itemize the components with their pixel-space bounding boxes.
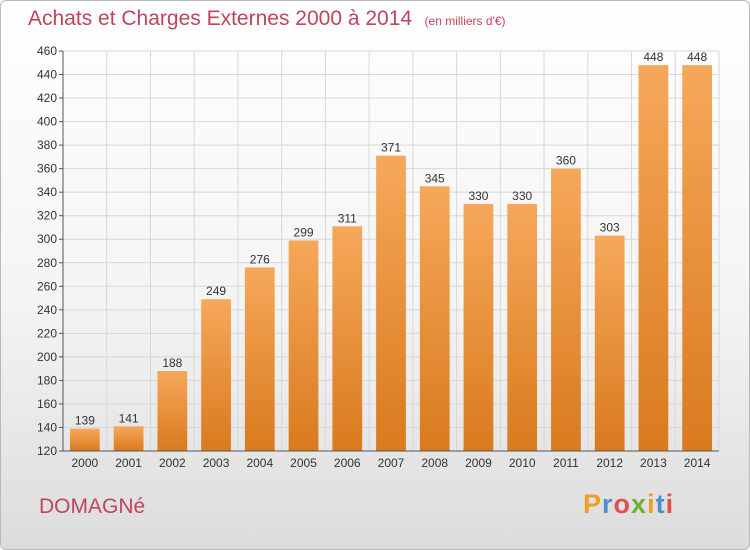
data-label: 276	[250, 252, 270, 266]
logo-letter: t	[655, 489, 666, 519]
y-tick-label: 360	[37, 162, 57, 176]
labels: 120 140 160 180 200 220 240 260 280 300 320 340 360 3…	[37, 44, 711, 470]
y-tick-label: 140	[37, 420, 57, 434]
chart-subtitle: (en milliers d'€)	[424, 14, 506, 28]
y-tick-label: 260	[37, 279, 57, 293]
x-tick-label: 2014	[684, 456, 711, 470]
x-tick-label: 2013	[640, 456, 667, 470]
logo-letter: r	[602, 489, 614, 519]
location-name: DOMAGNé	[39, 495, 146, 518]
y-tick-label: 400	[37, 115, 57, 129]
proxiti-logo: Proxiti	[583, 489, 674, 520]
bar	[507, 203, 538, 451]
axes	[59, 50, 719, 452]
data-label: 330	[512, 189, 532, 203]
data-label: 299	[294, 225, 314, 239]
data-label: 139	[75, 414, 95, 428]
x-tick-label: 2008	[421, 456, 448, 470]
data-label: 330	[468, 189, 488, 203]
bar	[69, 428, 100, 451]
bar	[682, 65, 713, 451]
bar	[551, 168, 581, 451]
title-row: Achats et Charges Externes 2000 à 2014 (…	[28, 7, 506, 31]
data-label: 303	[600, 221, 620, 235]
y-tick-label: 380	[37, 138, 57, 152]
logo-letter: i	[665, 489, 675, 519]
y-tick-label: 420	[37, 91, 57, 105]
y-tick-label: 160	[37, 397, 57, 411]
x-tick-label: 2007	[378, 456, 405, 470]
bar	[244, 267, 275, 451]
bar	[332, 226, 363, 451]
bar	[594, 235, 625, 451]
y-tick-label: 220	[37, 326, 57, 340]
x-tick-label: 2010	[509, 456, 536, 470]
y-tick-label: 120	[37, 444, 57, 458]
bar	[638, 65, 669, 451]
x-tick-label: 2004	[246, 456, 273, 470]
x-tick-label: 2000	[72, 456, 99, 470]
bar	[463, 203, 494, 451]
logo-letter: P	[583, 489, 603, 519]
y-tick-label: 340	[37, 185, 57, 199]
x-tick-label: 2005	[290, 456, 317, 470]
x-tick-label: 2009	[465, 456, 492, 470]
bar	[113, 426, 144, 451]
logo-letter: o	[613, 489, 632, 519]
y-tick-label: 300	[37, 232, 57, 246]
x-tick-label: 2002	[159, 456, 186, 470]
bar	[157, 371, 188, 451]
y-tick-label: 180	[37, 373, 57, 387]
bar	[288, 240, 319, 451]
bars	[69, 65, 713, 452]
y-tick-label: 320	[37, 209, 57, 223]
x-tick-label: 2011	[553, 456, 579, 470]
bar	[376, 155, 406, 452]
y-tick-label: 440	[37, 68, 57, 82]
data-label: 448	[687, 50, 707, 64]
chart-title: Achats et Charges Externes 2000 à 2014	[28, 7, 413, 30]
data-label: 345	[425, 171, 445, 185]
x-tick-label: 2001	[115, 456, 142, 470]
data-label: 141	[119, 411, 139, 425]
logo-letter: x	[631, 489, 648, 519]
x-tick-label: 2006	[334, 456, 361, 470]
data-label: 188	[162, 356, 182, 370]
y-tick-label: 460	[37, 44, 57, 58]
bar	[201, 299, 231, 451]
data-label: 249	[206, 284, 226, 298]
data-label: 311	[338, 211, 357, 225]
x-tick-label: 2012	[596, 456, 623, 470]
data-label: 448	[643, 50, 663, 64]
data-label: 360	[556, 154, 576, 168]
bar	[419, 186, 450, 451]
x-tick-label: 2003	[203, 456, 230, 470]
data-label: 371	[381, 141, 401, 155]
y-tick-label: 200	[37, 350, 57, 364]
y-tick-label: 280	[37, 256, 57, 270]
y-tick-label: 240	[37, 303, 57, 317]
logo-letter: i	[647, 489, 656, 519]
